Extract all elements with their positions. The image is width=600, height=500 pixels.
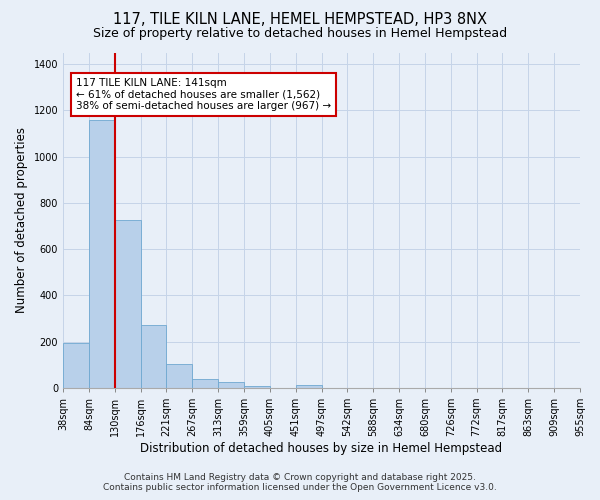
Bar: [192, 379, 218, 388]
Text: 117 TILE KILN LANE: 141sqm
← 61% of detached houses are smaller (1,562)
38% of s: 117 TILE KILN LANE: 141sqm ← 61% of deta…: [76, 78, 331, 111]
X-axis label: Distribution of detached houses by size in Hemel Hempstead: Distribution of detached houses by size …: [140, 442, 503, 455]
Bar: [63, 343, 89, 388]
Y-axis label: Number of detached properties: Number of detached properties: [15, 127, 28, 313]
Bar: [115, 220, 140, 388]
Bar: [89, 120, 115, 388]
Bar: [166, 364, 192, 388]
Bar: [296, 385, 322, 388]
Bar: [218, 382, 244, 388]
Bar: [140, 326, 166, 388]
Text: 117, TILE KILN LANE, HEMEL HEMPSTEAD, HP3 8NX: 117, TILE KILN LANE, HEMEL HEMPSTEAD, HP…: [113, 12, 487, 28]
Text: Contains HM Land Registry data © Crown copyright and database right 2025.
Contai: Contains HM Land Registry data © Crown c…: [103, 473, 497, 492]
Bar: [244, 386, 270, 388]
Text: Size of property relative to detached houses in Hemel Hempstead: Size of property relative to detached ho…: [93, 28, 507, 40]
